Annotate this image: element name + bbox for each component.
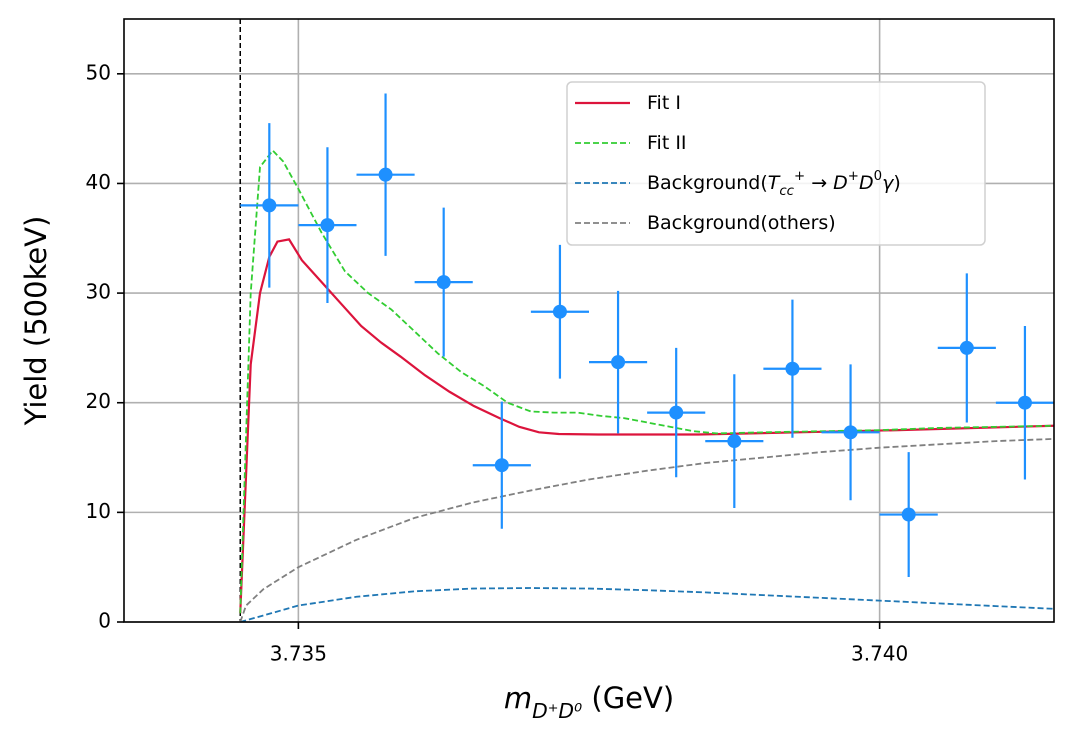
y-tick-label: 20 [86,389,111,413]
data-point [320,218,335,233]
x-tick-label: 3.735 [270,642,327,666]
text-part: Fit I [647,92,681,114]
text-part: D [859,172,874,194]
text-part: Background(others) [647,212,836,234]
text-part: ) [893,172,900,194]
fit-curve [239,438,1055,623]
y-tick-label: 10 [86,499,111,523]
plot-frame [123,18,1055,623]
data-point [611,355,626,370]
fit-curve [239,149,1055,614]
data-point [785,361,800,376]
text-part: Fit II [647,132,687,154]
data-point [901,507,916,522]
data-point [727,434,742,449]
y-tick-label: 50 [86,60,111,84]
data-point [436,275,451,290]
text-part: 0 [874,169,882,184]
text-part: m [504,681,532,715]
data-point [959,340,974,355]
legend-label: Fit I [647,92,681,114]
text-part: γ [882,172,895,194]
data-point [1017,395,1032,410]
legend-label: Fit II [647,132,687,154]
data-point [843,425,858,440]
y-axis-label: Yield (500keV) [19,216,53,427]
data-point [494,458,509,473]
text-part: + [794,169,805,184]
fit-curve [239,238,1055,614]
text-part: (GeV) [582,681,674,715]
y-tick-label: 40 [86,170,111,194]
text-part: D [833,172,848,194]
legend-label: Background(Tcc+ → D+D0γ) [647,169,901,199]
x-axis-label: mD⁺D⁰ (GeV) [504,681,674,723]
text-part: T [768,172,781,194]
legend-box [566,81,986,246]
data-point [552,304,567,319]
y-tick-label: 30 [86,280,111,304]
x-tick-label: 3.740 [851,642,908,666]
data-point [669,405,684,420]
y-tick-label: 0 [98,609,111,633]
text-part: → [805,172,833,194]
text-part: + [848,169,859,184]
text-part: D⁺D⁰ [532,699,582,723]
fit-curve [240,587,1055,623]
data-point [262,198,277,213]
text-part: Background( [647,172,768,194]
text-part: cc [779,184,794,199]
data-point [378,167,393,182]
legend-label: Background(others) [647,212,836,234]
